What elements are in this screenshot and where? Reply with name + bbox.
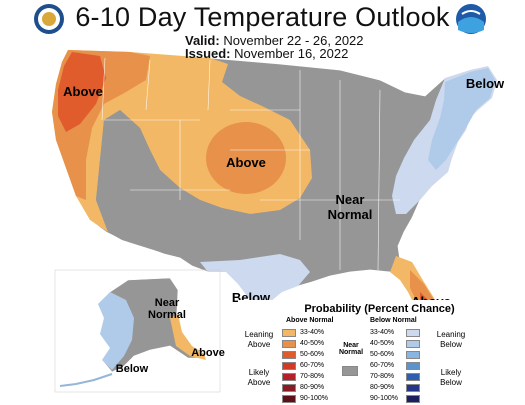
legend-below-bin: 70-80% xyxy=(370,372,420,381)
valid-value: November 22 - 26, 2022 xyxy=(223,33,364,48)
label-above-central: Above xyxy=(226,155,266,170)
legend-below-swatch xyxy=(406,328,420,337)
legend-above-bin: 80-90% xyxy=(282,383,324,392)
legend-above-bin: 90-100% xyxy=(282,394,328,403)
page-title: 6-10 Day Temperature Outlook xyxy=(75,2,450,32)
alaska-inset-frame xyxy=(54,269,221,393)
legend-above-swatch xyxy=(282,394,296,403)
legend-below-swatch xyxy=(406,361,420,370)
commerce-seal-logo xyxy=(34,4,64,34)
legend-below-label: 50-60% xyxy=(370,351,395,358)
label-ak-below: Below xyxy=(115,363,149,375)
legend-leaning-below: Leaning Below xyxy=(436,330,466,349)
legend-below-label: 40-50% xyxy=(370,340,395,347)
legend-above-header: Above Normal xyxy=(286,317,334,324)
valid-line: Valid: November 22 - 26, 2022 xyxy=(185,33,364,48)
legend-below-label: 60-70% xyxy=(370,362,395,369)
legend-above-bin: 33-40% xyxy=(282,328,324,337)
alaska-above xyxy=(170,314,206,360)
legend-above-label: 70-80% xyxy=(300,373,325,380)
issued-value: November 16, 2022 xyxy=(234,46,349,61)
legend-above-swatch xyxy=(282,372,296,381)
legend-below-swatch xyxy=(406,383,420,392)
legend-near-header: Near Normal xyxy=(338,342,364,356)
legend-near-swatch xyxy=(342,366,358,376)
label-above-nw: Above xyxy=(63,84,103,99)
legend-below-label: 70-80% xyxy=(370,373,395,380)
below-40-50-ne xyxy=(428,68,495,170)
above-50-60-nw xyxy=(58,52,106,132)
legend-above-bin: 60-70% xyxy=(282,361,324,370)
label-ak-above: Above xyxy=(191,347,225,359)
legend-below-bin: 90-100% xyxy=(370,394,420,403)
legend-leaning-above: Leaning Above xyxy=(244,330,274,349)
legend-above-label: 80-90% xyxy=(300,384,325,391)
noaa-logo xyxy=(456,4,486,34)
legend-above-swatch xyxy=(282,350,296,359)
legend-above-label: 60-70% xyxy=(300,362,325,369)
legend-title: Probability (Percent Chance) xyxy=(304,303,455,315)
label-below-ne: Below xyxy=(465,76,505,91)
legend-above-label: 40-50% xyxy=(300,340,325,347)
label-near-normal: Near Normal xyxy=(327,192,373,222)
alaska-below xyxy=(98,292,134,370)
legend-above-label: 90-100% xyxy=(300,395,329,402)
legend-above-swatch xyxy=(282,339,296,348)
above-40-50-central xyxy=(206,122,286,194)
legend-below-label: 90-100% xyxy=(370,395,399,402)
legend-below-label: 33-40% xyxy=(370,329,395,336)
legend-below-swatch xyxy=(406,339,420,348)
below-33-40-south xyxy=(200,254,310,310)
legend-below-swatch xyxy=(406,350,420,359)
legend-above-swatch xyxy=(282,328,296,337)
legend-above-swatch xyxy=(282,361,296,370)
near-normal-great-basin xyxy=(96,110,260,262)
legend-below-swatch xyxy=(406,372,420,381)
alaska-aleutians xyxy=(59,373,113,387)
legend-above-label: 33-40% xyxy=(300,329,325,336)
legend-above-bin: 40-50% xyxy=(282,339,324,348)
legend-below-bin: 60-70% xyxy=(370,361,420,370)
legend-above-label: 50-60% xyxy=(300,351,325,358)
legend-below-label: 80-90% xyxy=(370,384,395,391)
legend-above-swatch xyxy=(282,383,296,392)
legend-below-bin: 33-40% xyxy=(370,328,420,337)
legend-below-swatch xyxy=(406,394,420,403)
legend-below-bin: 80-90% xyxy=(370,383,420,392)
legend-below-bin: 50-60% xyxy=(370,350,420,359)
legend-above-bin: 50-60% xyxy=(282,350,324,359)
legend-likely-below: Likely Below xyxy=(440,368,462,387)
legend-likely-above: Likely Above xyxy=(247,368,271,387)
state-lines xyxy=(101,57,400,271)
label-ak-near-normal: Near Normal xyxy=(148,297,186,321)
legend-panel: Probability (Percent Chance) Above Norma… xyxy=(238,300,521,404)
valid-label: Valid: xyxy=(185,33,220,48)
issued-label: Issued: xyxy=(185,46,231,61)
legend-below-header: Below Normal xyxy=(370,317,417,324)
legend-below-bin: 40-50% xyxy=(370,339,420,348)
legend-above-bin: 70-80% xyxy=(282,372,324,381)
issued-line: Issued: November 16, 2022 xyxy=(185,46,348,61)
